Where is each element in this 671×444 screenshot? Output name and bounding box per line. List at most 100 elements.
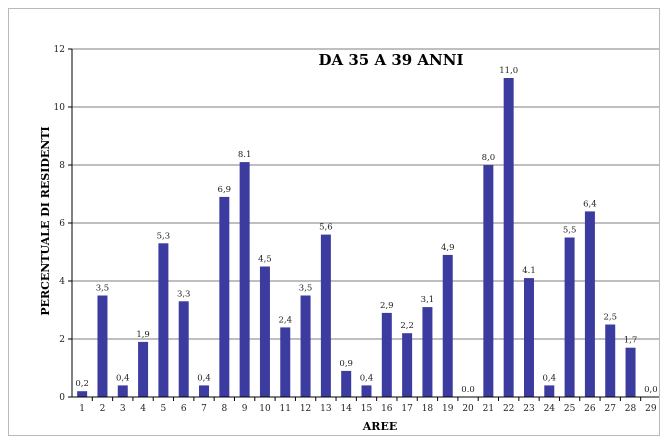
data-label: 5,5	[563, 226, 577, 236]
data-label: 0,4	[197, 373, 211, 383]
data-labels: 0,2 3,5 0,4 1,9 5,3 3,3 0,4 6,9 8.1 4,5 2,4 3,5 5,6 0…	[75, 66, 657, 395]
bar	[605, 324, 616, 397]
chart-title: DA 35 A 39 ANNI	[319, 51, 464, 69]
x-tick-label: 19	[442, 404, 454, 414]
bar	[544, 385, 555, 397]
data-label: 3,3	[177, 289, 191, 299]
x-tick-label: 29	[645, 404, 657, 414]
bar	[300, 295, 311, 397]
x-tick-label: 16	[381, 404, 393, 414]
x-tick-label: 25	[564, 404, 576, 414]
data-label: 2,2	[400, 321, 414, 331]
x-tick-label: 12	[300, 404, 311, 414]
x-tick-label: 28	[625, 404, 637, 414]
data-label: 3,5	[96, 284, 110, 294]
data-label: 6,4	[583, 199, 597, 209]
x-tick-label: 27	[604, 404, 616, 414]
x-tick-label: 24	[544, 404, 556, 414]
data-label: 0,4	[543, 373, 557, 383]
x-tick-label: 7	[201, 404, 207, 414]
x-tick-label: 1	[79, 404, 85, 414]
bar	[280, 327, 291, 397]
data-label: 4,5	[258, 255, 272, 265]
bar	[483, 165, 494, 397]
data-label: 5,3	[157, 231, 171, 241]
x-tick-label: 4	[140, 404, 146, 414]
bars	[77, 78, 636, 397]
y-tick-label: 6	[59, 219, 65, 229]
gridlines	[72, 48, 661, 340]
data-label: 8.1	[238, 150, 252, 160]
x-tick-label: 22	[503, 404, 514, 414]
data-label: 3,5	[299, 284, 313, 294]
x-tick-label: 9	[242, 404, 248, 414]
x-tick-label: 6	[181, 404, 187, 414]
data-label: 4,9	[441, 243, 455, 253]
bar	[442, 254, 453, 397]
bar	[523, 278, 534, 397]
bar	[361, 385, 372, 397]
data-label: 1,7	[624, 336, 638, 346]
y-tick-label: 12	[54, 45, 65, 55]
bar	[239, 162, 250, 397]
data-label: 0,0	[644, 385, 658, 395]
data-label: 2,4	[278, 315, 292, 325]
bar	[422, 307, 433, 397]
data-label: 0,2	[75, 379, 89, 389]
bar	[138, 341, 149, 397]
data-label: 6,9	[218, 185, 232, 195]
bar	[503, 78, 514, 397]
y-tick-label: 4	[59, 277, 65, 287]
bar	[77, 391, 88, 397]
y-tick-label: 10	[54, 103, 66, 113]
chart-frame: 0,2 3,5 0,4 1,9 5,3 3,3 0,4 6,9 8.1 4,5 2,4 3,5 5,6 0…	[8, 8, 662, 436]
x-tick-label: 5	[161, 404, 167, 414]
y-tick-label: 8	[59, 161, 65, 171]
bar	[320, 234, 331, 397]
bar	[564, 237, 575, 397]
bar	[584, 211, 595, 397]
y-axis-title: PERCENTUALE DI RESIDENTI	[39, 126, 52, 315]
data-label: 0,4	[116, 373, 130, 383]
x-tick-label: 8	[221, 404, 227, 414]
bar	[625, 347, 636, 397]
data-label: 0.0	[461, 385, 475, 395]
bar	[341, 370, 352, 397]
bar	[158, 243, 169, 397]
y-tick-label: 2	[59, 335, 65, 345]
bar-chart: 0,2 3,5 0,4 1,9 5,3 3,3 0,4 6,9 8.1 4,5 2,4 3,5 5,6 0…	[39, 45, 662, 433]
data-label: 2,5	[603, 313, 617, 323]
x-tick-label: 13	[320, 404, 332, 414]
data-label: 11,0	[499, 66, 518, 76]
x-tick-label: 10	[259, 404, 271, 414]
bar	[219, 196, 230, 397]
bar	[402, 333, 413, 397]
bar	[97, 295, 108, 397]
x-tick-label: 23	[523, 404, 535, 414]
y-tick-label: 0	[59, 393, 65, 403]
data-label: 2,9	[380, 301, 394, 311]
x-tick-label: 15	[361, 404, 373, 414]
x-tick-label: 2	[100, 404, 106, 414]
data-label: 0,4	[360, 373, 374, 383]
x-tick-label: 3	[120, 404, 126, 414]
x-tick-label: 20	[462, 404, 474, 414]
bar	[178, 301, 189, 397]
x-tick-label: 21	[483, 404, 494, 414]
bar	[259, 266, 270, 397]
x-tick-label: 11	[280, 404, 291, 414]
data-label: 0,9	[339, 359, 353, 369]
data-label: 8,0	[482, 153, 496, 163]
bar	[381, 312, 392, 397]
bar	[117, 385, 128, 397]
data-label: 1,9	[136, 330, 150, 340]
x-tick-label: 14	[340, 404, 352, 414]
x-tick-label: 18	[422, 404, 434, 414]
data-label: 4.1	[522, 266, 536, 276]
x-tick-label: 17	[401, 404, 413, 414]
bar	[199, 385, 210, 397]
x-axis-title: AREE	[362, 420, 397, 433]
data-label: 3,1	[421, 295, 435, 305]
data-label: 5,6	[319, 223, 333, 233]
